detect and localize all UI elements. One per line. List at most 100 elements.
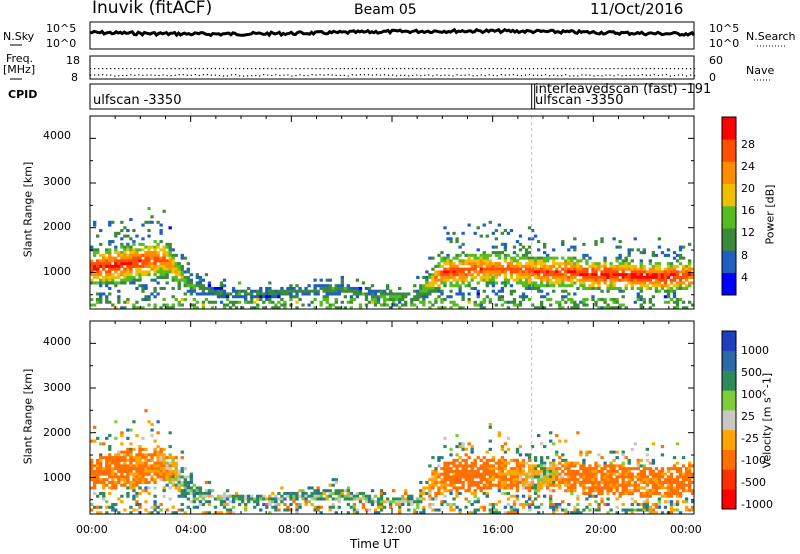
echo-cell xyxy=(618,245,622,249)
echo-cell xyxy=(108,275,112,279)
echo-cell xyxy=(588,478,592,482)
echo-cell xyxy=(331,502,335,507)
echo-cell xyxy=(90,467,94,471)
echo-cell xyxy=(431,303,435,307)
echo-cell xyxy=(600,475,604,479)
echo-cell xyxy=(687,259,692,263)
echo-cell xyxy=(533,273,538,277)
echo-cell xyxy=(449,275,453,279)
echo-cell xyxy=(428,478,432,482)
echo-cell xyxy=(428,284,432,288)
echo-cell xyxy=(346,286,351,290)
echo-cell xyxy=(488,480,492,484)
echo-cell xyxy=(428,491,432,495)
echo-cell xyxy=(370,289,375,293)
echo-cell xyxy=(138,284,142,288)
echo-cell xyxy=(539,478,544,482)
echo-cell xyxy=(558,483,562,487)
echo-cell xyxy=(458,442,462,446)
echo-cell xyxy=(316,497,320,501)
echo-cell xyxy=(437,489,441,493)
echo-cell xyxy=(123,467,127,471)
echo-cell xyxy=(518,300,523,304)
echo-cell xyxy=(573,262,577,266)
echo-cell xyxy=(684,489,689,493)
echo-cell xyxy=(123,458,127,462)
echo-cell xyxy=(117,458,121,462)
echo-cell xyxy=(449,306,453,310)
echo-cell xyxy=(452,300,456,304)
echo-cell xyxy=(630,508,634,512)
echo-cell xyxy=(93,425,97,429)
echo-cell xyxy=(428,497,432,501)
echo-cell xyxy=(476,262,480,266)
echo-cell xyxy=(549,489,553,493)
echo-cell xyxy=(379,491,384,495)
echo-cell xyxy=(612,450,616,454)
echo-cell xyxy=(503,253,508,257)
echo-cell xyxy=(192,303,196,307)
echo-cell xyxy=(687,461,692,465)
echo-cell xyxy=(210,489,215,493)
echo-cell xyxy=(313,489,317,493)
echo-cell xyxy=(657,273,662,277)
echo-cell xyxy=(536,478,541,482)
echo-cell xyxy=(440,478,444,482)
echo-cell xyxy=(524,502,529,507)
echo-cell xyxy=(642,494,646,498)
echo-cell xyxy=(549,469,553,473)
echo-cell xyxy=(663,295,668,299)
echo-cell xyxy=(174,278,178,282)
echo-cell xyxy=(144,508,148,512)
echo-cell xyxy=(346,300,351,304)
x-tick: 04:00 xyxy=(175,523,207,536)
echo-cell xyxy=(687,486,692,490)
echo-cell xyxy=(168,453,172,457)
echo-cell xyxy=(570,264,574,268)
echo-cell xyxy=(675,461,680,465)
echo-cell xyxy=(533,256,538,260)
echo-cell xyxy=(425,286,429,290)
echo-cell xyxy=(666,467,671,471)
echo-cell xyxy=(591,467,595,471)
echo-cell xyxy=(346,494,351,498)
echo-cell xyxy=(259,286,263,290)
freq-point xyxy=(444,68,446,70)
echo-cell xyxy=(539,483,544,487)
echo-cell xyxy=(539,486,544,490)
echo-cell xyxy=(177,264,181,268)
echo-cell xyxy=(672,464,677,468)
echo-cell xyxy=(527,256,532,260)
echo-cell xyxy=(446,502,450,507)
echo-cell xyxy=(639,306,643,310)
nave-point xyxy=(653,74,655,76)
echo-cell xyxy=(201,511,206,515)
echo-cell xyxy=(476,295,480,299)
echo-cell xyxy=(660,467,665,471)
echo-cell xyxy=(497,464,502,468)
echo-cell xyxy=(561,242,565,246)
echo-cell xyxy=(108,270,112,274)
echo-cell xyxy=(461,486,465,490)
echo-cell xyxy=(512,480,517,484)
echo-cell xyxy=(129,428,133,432)
nave-point xyxy=(126,74,128,76)
echo-cell xyxy=(165,275,169,279)
echo-cell xyxy=(491,278,495,282)
echo-cell xyxy=(434,281,438,285)
echo-cell xyxy=(515,270,520,274)
echo-cell xyxy=(425,480,429,484)
echo-cell xyxy=(543,494,547,498)
colorbar-swatch xyxy=(722,489,736,510)
echo-cell xyxy=(271,505,275,509)
echo-cell xyxy=(455,480,459,484)
echo-cell xyxy=(99,273,103,277)
freq-point xyxy=(166,68,168,70)
echo-cell xyxy=(171,264,175,268)
echo-cell xyxy=(392,497,396,501)
echo-cell xyxy=(114,436,118,440)
echo-cell xyxy=(328,483,332,487)
echo-cell xyxy=(401,297,405,302)
echo-cell xyxy=(370,489,375,493)
echo-cell xyxy=(301,489,305,493)
